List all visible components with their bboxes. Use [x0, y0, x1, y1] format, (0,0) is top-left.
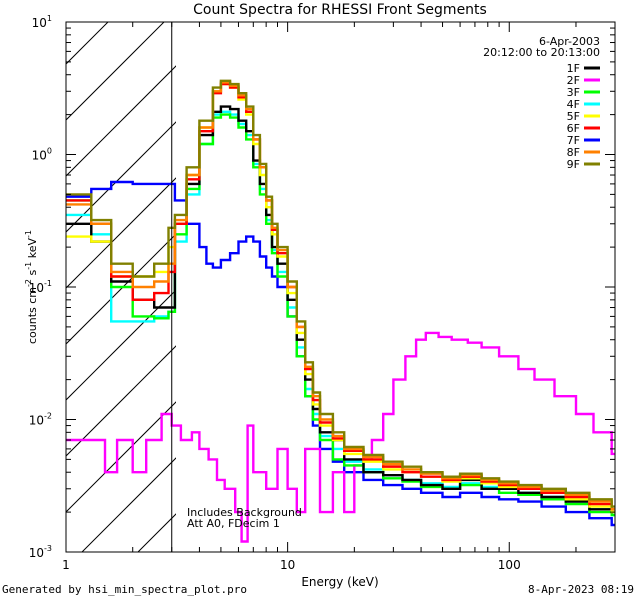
hatch-line	[81, 457, 176, 552]
x-tick-label: 1	[62, 558, 70, 572]
series-line-9F	[66, 79, 615, 508]
axis-ticks: 1 10 100 10-3 10-2 10-1 100 101	[29, 14, 616, 572]
y-tick-label: 100	[32, 147, 52, 163]
chart-title: Count Spectra for RHESSI Front Segments	[193, 2, 487, 18]
y-axis-label: counts cm-2 s-1 keV-1	[24, 230, 39, 344]
y-tick-label: 10-2	[29, 412, 52, 428]
hatch-line	[66, 22, 109, 65]
hatch-line	[66, 22, 165, 121]
y-tick-label: 10-1	[29, 279, 52, 295]
legend-label-4F: 4F	[567, 98, 580, 111]
series-group	[66, 79, 615, 543]
hatch-line	[250, 0, 640, 552]
legend-label-2F: 2F	[567, 74, 580, 87]
annotation-attenuator: Att A0, FDecim 1	[187, 517, 280, 530]
legend-label-5F: 5F	[567, 110, 580, 123]
hatch-line	[66, 289, 176, 401]
annotation-background: Includes Background	[187, 506, 302, 519]
x-axis-label: Energy (keV)	[301, 575, 378, 589]
hatch-line	[66, 233, 176, 345]
excluded-energy-hatch	[66, 0, 640, 552]
time-range-label: 20:12:00 to 20:13:00	[483, 46, 600, 59]
legend-label-1F: 1F	[567, 62, 580, 75]
y-tick-label: 10-3	[29, 544, 52, 560]
y-tick-label: 101	[32, 14, 52, 30]
x-tick-label: 100	[498, 558, 521, 572]
hatch-line	[66, 345, 176, 457]
footer-timestamp: 8-Apr-2023 08:19	[528, 583, 634, 596]
series-line-8F	[66, 81, 615, 511]
legend-label-8F: 8F	[567, 146, 580, 159]
footer-generated-by: Generated by hsi_min_spectra_plot.pro	[2, 583, 248, 596]
legend-label-6F: 6F	[567, 122, 580, 135]
hatch-line	[66, 401, 176, 513]
legend-label-9F: 9F	[567, 158, 580, 171]
legend-label-7F: 7F	[567, 134, 580, 147]
legend-label-3F: 3F	[567, 86, 580, 99]
hatch-line	[66, 121, 176, 233]
hatch-line	[66, 177, 176, 289]
x-tick-label: 10	[280, 558, 295, 572]
series-line-2F	[66, 331, 615, 543]
date-label: 6-Apr-2003	[539, 35, 600, 48]
